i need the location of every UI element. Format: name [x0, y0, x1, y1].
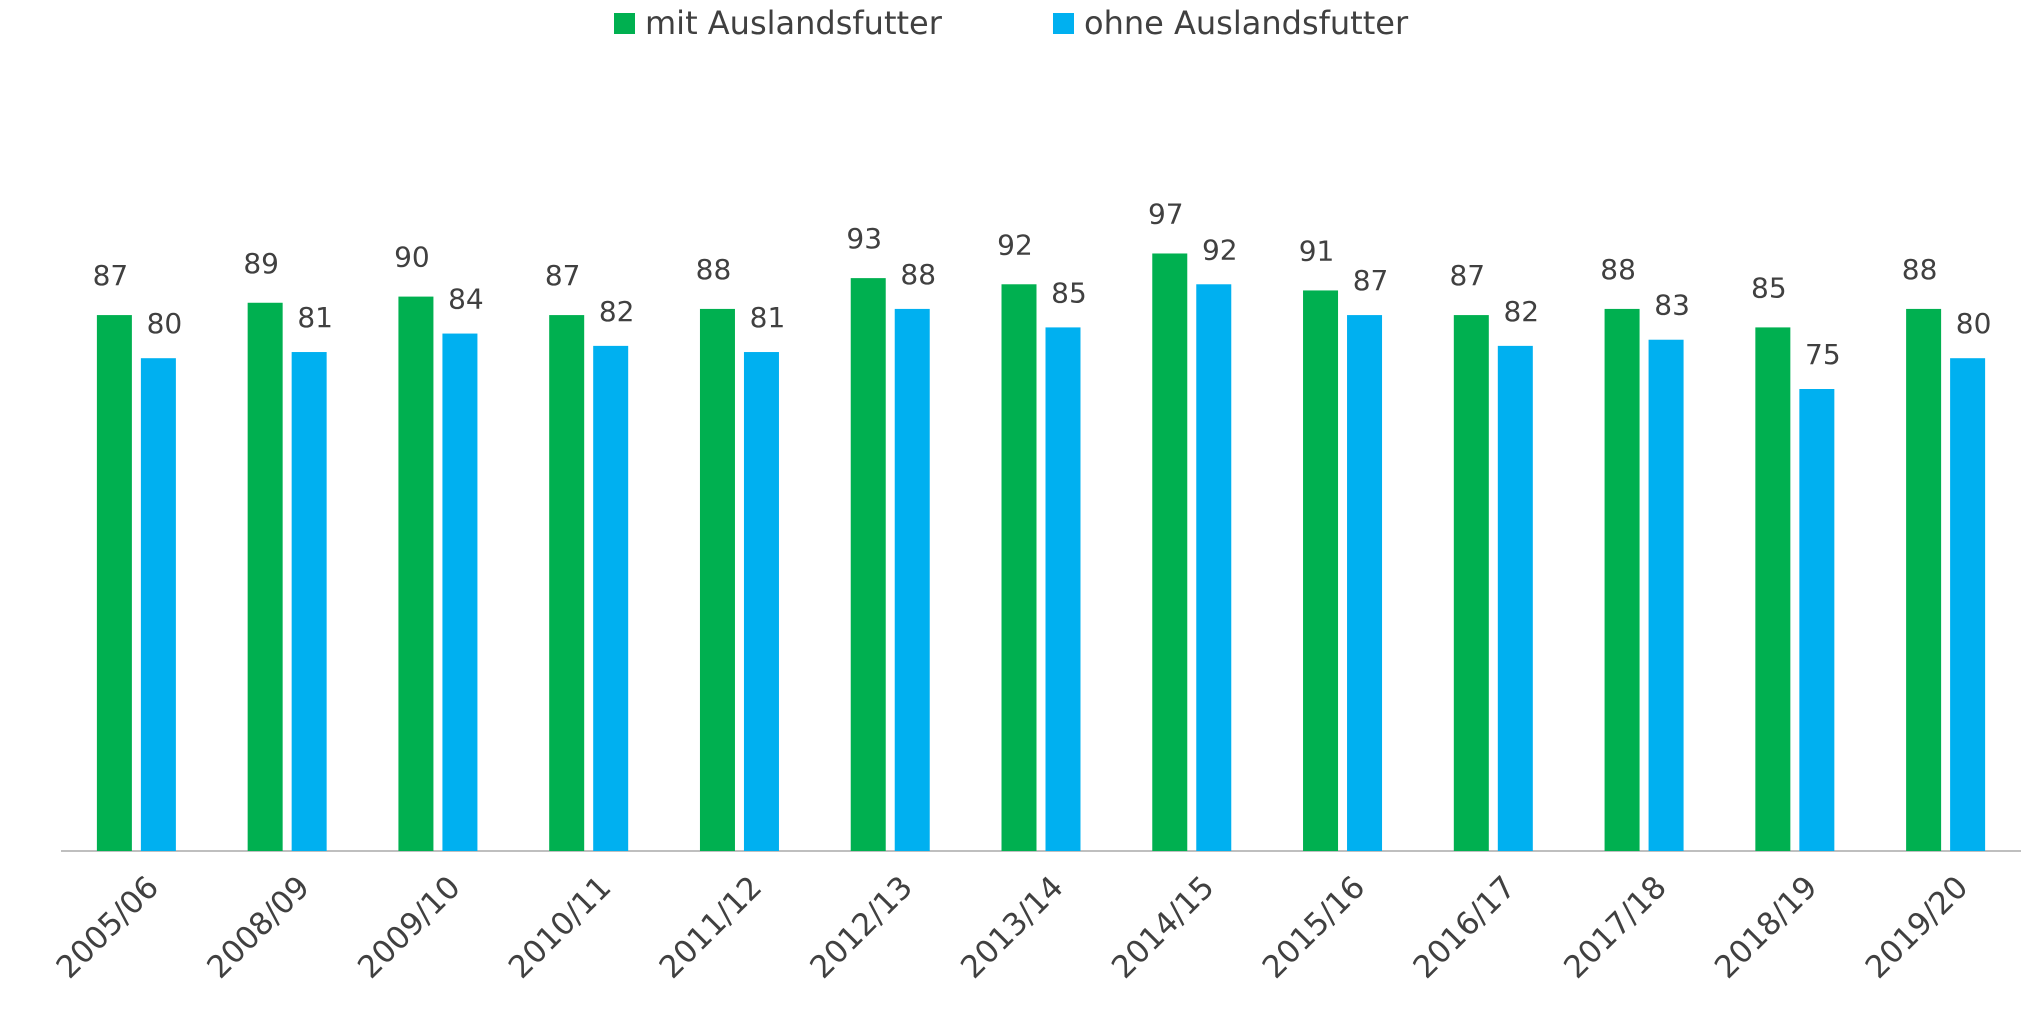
data-label: 88	[900, 258, 936, 291]
x-tick-label: 2018/19	[1708, 869, 1825, 986]
data-label: 81	[297, 301, 333, 334]
data-label: 85	[1751, 271, 1787, 304]
bar	[1755, 327, 1791, 851]
x-tick-label: 2017/18	[1557, 869, 1674, 986]
bar	[442, 333, 478, 851]
data-label: 81	[750, 301, 786, 334]
bar	[291, 352, 327, 851]
x-tick-label: 2015/16	[1256, 869, 1373, 986]
bar	[593, 345, 629, 851]
bar	[140, 358, 176, 851]
bar	[1950, 358, 1986, 851]
x-tick-label: 2010/11	[502, 869, 619, 986]
bar	[398, 296, 434, 852]
data-label: 92	[997, 228, 1033, 261]
data-label: 82	[1503, 295, 1539, 328]
data-label: 87	[1353, 264, 1389, 297]
data-label: 88	[1902, 253, 1938, 286]
bar	[894, 308, 930, 851]
data-label: 82	[599, 295, 635, 328]
bar	[96, 315, 132, 852]
bar	[1152, 253, 1188, 852]
data-label: 80	[1956, 307, 1992, 340]
x-tick-label: 2019/20	[1859, 869, 1976, 986]
data-label: 87	[545, 259, 581, 292]
data-label: 93	[846, 222, 882, 255]
x-tick-label: 2016/17	[1406, 869, 1523, 986]
data-label: 97	[1148, 197, 1184, 230]
bar	[1906, 308, 1942, 851]
bar	[1196, 284, 1232, 851]
legend-swatch	[1053, 13, 1074, 34]
data-label: 91	[1299, 234, 1335, 267]
x-tick-label: 2009/10	[351, 869, 468, 986]
data-label: 87	[93, 259, 129, 292]
legend-swatch	[614, 13, 635, 34]
data-label: 89	[243, 247, 279, 280]
bar	[1045, 327, 1081, 851]
data-label: 75	[1805, 338, 1841, 371]
x-tick-label: 2008/09	[200, 869, 317, 986]
bar	[1347, 315, 1383, 852]
data-label: 88	[1600, 253, 1636, 286]
legend-label: ohne Auslandsfutter	[1084, 4, 1409, 42]
data-label: 92	[1202, 233, 1238, 266]
x-tick-label: 2013/14	[954, 869, 1071, 986]
bar	[850, 278, 886, 851]
bar	[1453, 315, 1489, 852]
data-label: 87	[1449, 259, 1485, 292]
bar	[549, 315, 585, 852]
x-tick-label: 2011/12	[653, 869, 770, 986]
data-label: 85	[1051, 276, 1087, 309]
bar	[1497, 345, 1533, 851]
bar	[1648, 339, 1684, 851]
bar	[1001, 284, 1037, 851]
data-label: 88	[696, 253, 732, 286]
legend-label: mit Auslandsfutter	[645, 4, 943, 42]
data-label: 90	[394, 241, 430, 274]
data-label: 84	[448, 283, 484, 316]
bar	[1604, 308, 1640, 851]
data-label: 83	[1654, 289, 1690, 322]
data-label: 80	[147, 307, 183, 340]
x-tick-label: 2012/13	[803, 869, 920, 986]
bar	[1303, 290, 1339, 851]
bar	[743, 352, 779, 851]
x-tick-label: 2005/06	[50, 869, 167, 986]
bar	[699, 308, 735, 851]
x-tick-label: 2014/15	[1105, 869, 1222, 986]
bar	[1799, 389, 1835, 851]
bar	[247, 302, 283, 851]
